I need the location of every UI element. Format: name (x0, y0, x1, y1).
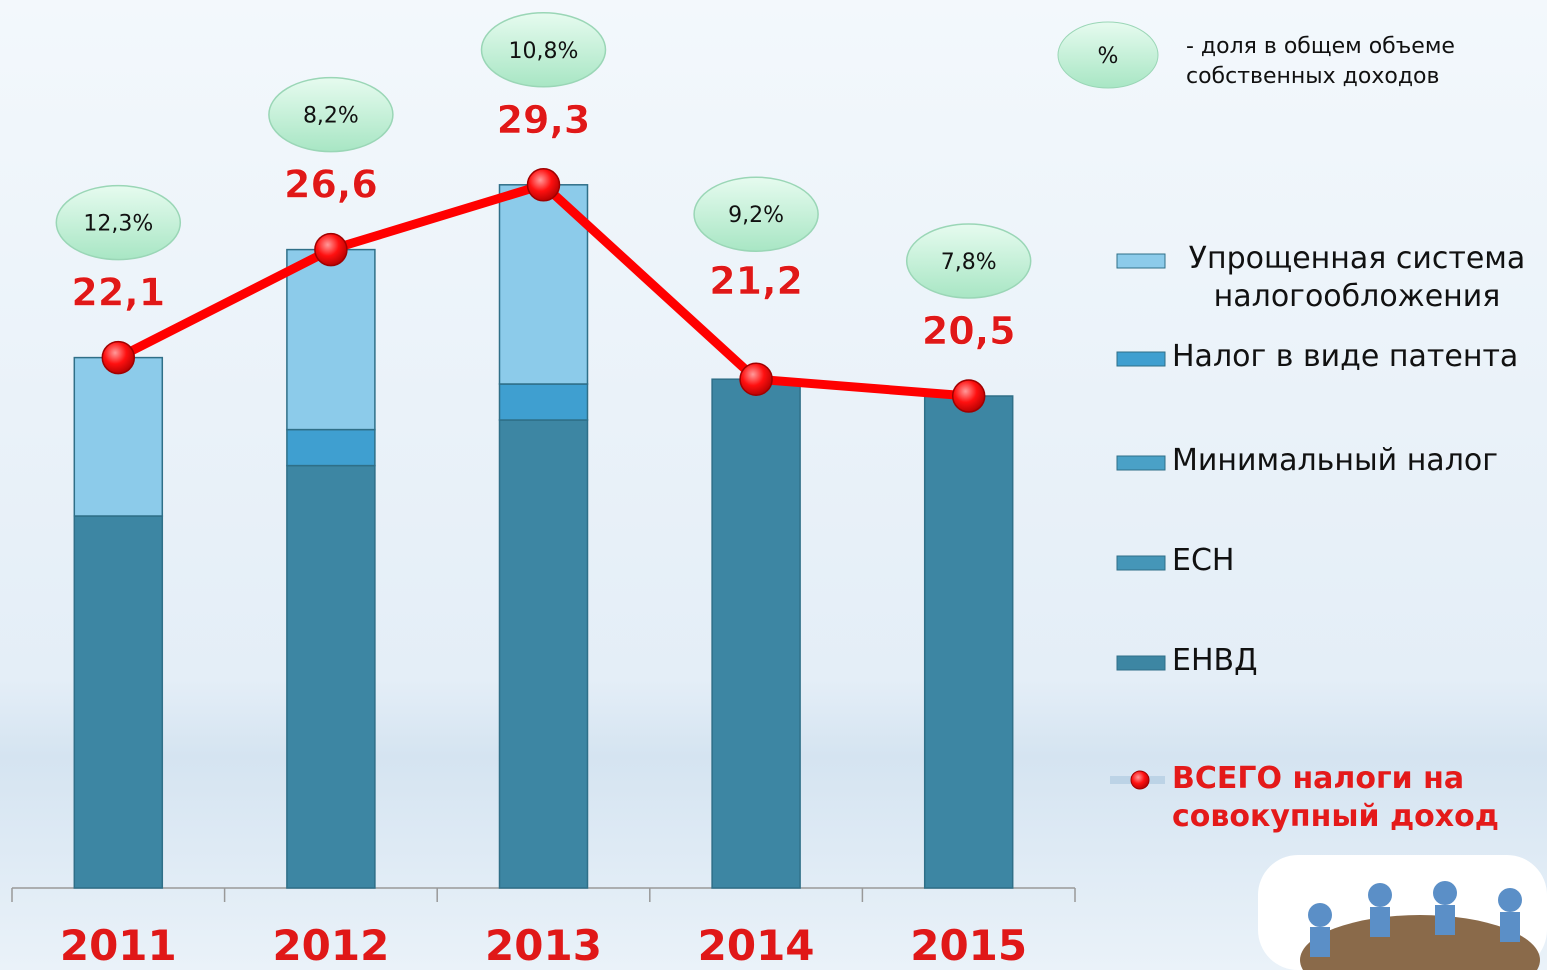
x-tick-label: 2012 (272, 921, 389, 970)
total-label: 20,5 (922, 309, 1016, 353)
legend-label: Упрощенная система налогообложения (1172, 240, 1542, 316)
bar (74, 516, 162, 888)
note-symbol: % (1098, 44, 1119, 69)
bar (712, 379, 800, 888)
bar (287, 430, 375, 466)
legend-swatch (1117, 656, 1165, 670)
slide: 2011 2012 2013 2014 2015 22,1 12,3% 26,6 8,2% 29,… (0, 0, 1547, 970)
share-label: 7,8% (941, 250, 997, 275)
share-label: 12,3% (83, 212, 153, 237)
legend-dot (1131, 771, 1149, 789)
share-label: 8,2% (303, 104, 359, 129)
total-label: 21,2 (709, 259, 803, 303)
bar (925, 396, 1013, 888)
legend-swatch (1117, 254, 1165, 268)
bar (500, 384, 588, 420)
total-label: 26,6 (284, 163, 378, 207)
total-point (102, 342, 134, 374)
x-tick-label: 2011 (60, 921, 177, 970)
total-label: 22,1 (71, 271, 165, 315)
share-note: - доля в общем объеме собственных доходо… (1186, 32, 1546, 92)
share-label: 10,8% (509, 39, 579, 64)
total-point (315, 234, 347, 266)
bar (74, 358, 162, 516)
bar (287, 466, 375, 888)
total-point (528, 169, 560, 201)
legend-swatch (1117, 556, 1165, 570)
legend-label: Минимальный налог (1172, 442, 1542, 480)
total-point (953, 380, 985, 412)
legend-label: ЕНВД (1172, 642, 1542, 680)
legend-swatch (1117, 352, 1165, 366)
x-tick-label: 2013 (485, 921, 602, 970)
legend-label: ВСЕГО налоги на совокупный доход (1172, 760, 1512, 836)
share-label: 9,2% (728, 203, 784, 228)
bar (287, 250, 375, 430)
legend-label: ЕСН (1172, 542, 1542, 580)
picture (1258, 855, 1547, 970)
total-point (740, 363, 772, 395)
bar (500, 420, 588, 888)
total-label: 29,3 (497, 98, 591, 142)
legend-swatch (1117, 456, 1165, 470)
x-tick-label: 2014 (698, 921, 815, 970)
legend-label: Налог в виде патента (1172, 338, 1542, 376)
x-tick-label: 2015 (910, 921, 1027, 970)
